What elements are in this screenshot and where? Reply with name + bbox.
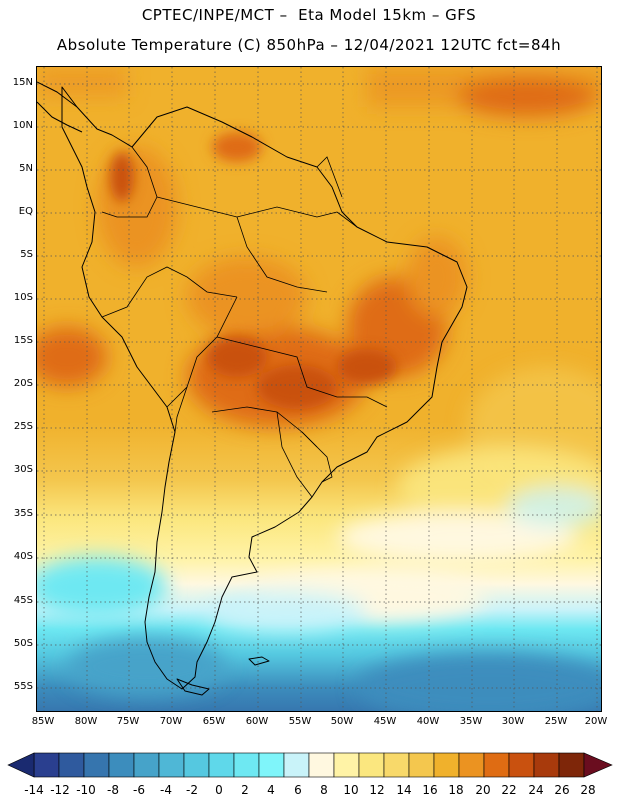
colorbar-cell xyxy=(208,752,235,778)
colorbar-cell xyxy=(308,752,335,778)
lat-label-55s: 55S xyxy=(13,681,33,692)
lat-label-50s: 50S xyxy=(13,638,33,649)
lon-label-60w: 60W xyxy=(245,716,269,727)
colorbar-label-6: 6 xyxy=(294,783,302,797)
colorbar-label-minus4: -4 xyxy=(160,783,172,797)
lon-label-45w: 45W xyxy=(373,716,397,727)
south-america-coastline xyxy=(61,86,468,690)
colorbar-cell xyxy=(358,752,385,778)
colorbar-high-end xyxy=(583,752,613,778)
lon-label-20w: 20W xyxy=(584,716,608,727)
colorbar-cell xyxy=(258,752,285,778)
colorbar-label-10: 10 xyxy=(343,783,359,797)
lon-label-65w: 65W xyxy=(202,716,226,727)
colorbar-cell xyxy=(133,752,160,778)
lat-label-35s: 35S xyxy=(13,508,33,519)
colorbar-label-12: 12 xyxy=(369,783,385,797)
colorbar-label-minus10: -10 xyxy=(76,783,96,797)
colorbar-cell xyxy=(383,752,410,778)
lat-label-5n: 5N xyxy=(19,163,33,174)
colorbar-cell xyxy=(83,752,110,778)
lon-label-40w: 40W xyxy=(416,716,440,727)
colorbar-cell xyxy=(433,752,460,778)
temperature-colorbar xyxy=(7,752,613,778)
lon-label-85w: 85W xyxy=(31,716,55,727)
lat-label-eq: EQ xyxy=(18,206,33,217)
lat-label-10n: 10N xyxy=(12,120,33,131)
colorbar-cell xyxy=(58,752,85,778)
lat-label-45s: 45S xyxy=(13,595,33,606)
colorbar-cell xyxy=(558,752,585,778)
lat-label-15n: 15N xyxy=(12,77,33,88)
lat-label-15s: 15S xyxy=(13,335,33,346)
temperature-field-patches xyxy=(37,67,601,711)
colorbar-label-22: 22 xyxy=(501,783,517,797)
colorbar-label-minus8: -8 xyxy=(107,783,119,797)
colorbar-cell xyxy=(108,752,135,778)
lat-label-25s: 25S xyxy=(13,421,33,432)
colorbar-label-14: 14 xyxy=(396,783,412,797)
colorbar-cell xyxy=(483,752,510,778)
lon-label-35w: 35W xyxy=(459,716,483,727)
lon-label-30w: 30W xyxy=(501,716,525,727)
colorbar-label-0: 0 xyxy=(215,783,223,797)
colorbar-label-4: 4 xyxy=(267,783,275,797)
temperature-field-hotspots xyxy=(110,132,397,409)
colorbar-label-minus2: -2 xyxy=(186,783,198,797)
colorbar-cell xyxy=(183,752,210,778)
central-america-coastline xyxy=(37,81,83,133)
colorbar-label-28: 28 xyxy=(580,783,596,797)
colorbar-cell xyxy=(333,752,360,778)
colorbar-label-16: 16 xyxy=(422,783,438,797)
colorbar-label-2: 2 xyxy=(241,783,249,797)
colorbar-cell xyxy=(408,752,435,778)
temperature-map xyxy=(36,66,602,712)
colorbar-cell xyxy=(533,752,560,778)
lat-label-20s: 20S xyxy=(13,378,33,389)
lat-label-10s: 10S xyxy=(13,292,33,303)
colorbar-cell xyxy=(458,752,485,778)
map-title-line-2: Absolute Temperature (C) 850hPa – 12/04/… xyxy=(56,36,562,54)
colorbar-cell xyxy=(283,752,310,778)
colorbar-label-8: 8 xyxy=(320,783,328,797)
colorbar-label-minus6: -6 xyxy=(133,783,145,797)
falklands xyxy=(248,656,270,666)
colorbar-label-minus12: -12 xyxy=(50,783,70,797)
lat-label-40s: 40S xyxy=(13,551,33,562)
lon-label-25w: 25W xyxy=(544,716,568,727)
colorbar-label-26: 26 xyxy=(554,783,570,797)
map-title-line-1: CPTEC/INPE/MCT – Eta Model 15km – GFS xyxy=(141,6,477,24)
country-borders xyxy=(101,146,388,498)
colorbar-label-18: 18 xyxy=(448,783,464,797)
colorbar-label-20: 20 xyxy=(475,783,491,797)
lat-label-5s: 5S xyxy=(20,249,33,260)
colorbar-low-end xyxy=(7,752,35,778)
colorbar-label-minus14: -14 xyxy=(24,783,44,797)
colorbar-cell xyxy=(33,752,60,778)
continent-outline xyxy=(37,81,468,696)
lat-label-30s: 30S xyxy=(13,464,33,475)
lon-label-55w: 55W xyxy=(288,716,312,727)
colorbar-cell xyxy=(158,752,185,778)
colorbar-cell xyxy=(508,752,535,778)
colorbar-label-24: 24 xyxy=(528,783,544,797)
tierra-del-fuego xyxy=(176,678,210,696)
lon-label-75w: 75W xyxy=(116,716,140,727)
lon-label-80w: 80W xyxy=(74,716,98,727)
temperature-map-canvas xyxy=(37,67,601,711)
colorbar-cell xyxy=(233,752,260,778)
lon-label-50w: 50W xyxy=(330,716,354,727)
lon-label-70w: 70W xyxy=(159,716,183,727)
